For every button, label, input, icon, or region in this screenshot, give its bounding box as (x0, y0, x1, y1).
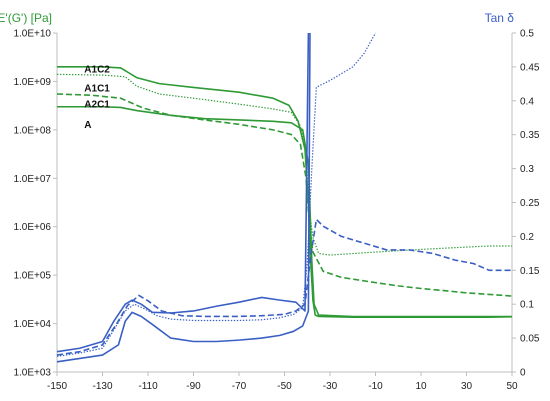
right-tick-label: 0.3 (520, 164, 534, 175)
series-annotations: A1C2 A1C1 A2C1 A (84, 65, 110, 131)
right-axis-ticks: 0.5 0.45 0.4 0.35 0.3 0.25 0.2 0.15 0.1 0.05 0 (512, 29, 540, 379)
left-axis-title: E'(G') [Pa] (0, 11, 52, 25)
right-tick-label: 0.4 (520, 96, 534, 107)
modulus-series-line (57, 105, 512, 318)
series-annotation: A2C1 (84, 100, 110, 111)
left-axis-ticks: 1.0E+10 1.0E+09 1.0E+08 1.0E+07 1.0E+06 1.0E+… (13, 29, 57, 379)
left-tick-label: 1.0E+06 (13, 222, 51, 233)
x-axis-ticks: -150 -130 -110 -90 -70 -50 -30 -10 10 30 50 (47, 372, 518, 392)
right-tick-label: 0.25 (520, 198, 540, 209)
left-tick-label: 1.0E+08 (13, 125, 51, 136)
x-tick-label: -70 (232, 381, 247, 392)
right-tick-label: 0.1 (520, 300, 534, 311)
series-annotation: A (84, 120, 91, 131)
x-tick-label: -30 (323, 381, 338, 392)
right-tick-label: 0.2 (520, 232, 534, 243)
left-tick-label: 1.0E+09 (13, 77, 51, 88)
x-tick-label: -110 (138, 381, 158, 392)
series-layer (56, 32, 513, 363)
left-tick-label: 1.0E+05 (13, 271, 51, 282)
right-tick-label: 0.5 (520, 29, 534, 40)
tan-delta-series-line (56, 218, 512, 356)
x-tick-label: -50 (277, 381, 292, 392)
tan-delta-series-line (56, 32, 377, 358)
x-tick-label: 50 (506, 381, 518, 392)
series-annotation: A1C1 (84, 84, 110, 95)
series-annotation: A1C2 (84, 65, 110, 76)
right-tick-label: 0 (520, 368, 526, 379)
x-tick-label: -150 (47, 381, 67, 392)
left-tick-label: 1.0E+03 (13, 368, 51, 379)
x-tick-label: 10 (415, 381, 427, 392)
x-tick-label: -130 (92, 381, 112, 392)
right-tick-label: 0.35 (520, 130, 540, 141)
left-tick-label: 1.0E+04 (13, 319, 51, 330)
right-tick-label: 0.15 (520, 266, 540, 277)
right-tick-label: 0.05 (520, 334, 540, 345)
left-tick-label: 1.0E+07 (13, 174, 51, 185)
x-tick-label: -90 (186, 381, 201, 392)
x-tick-label: 30 (461, 381, 473, 392)
right-tick-label: 0.45 (520, 62, 540, 73)
right-axis-title: Tan δ (485, 11, 515, 25)
left-tick-label: 1.0E+10 (13, 29, 51, 40)
x-tick-label: -10 (368, 381, 383, 392)
modulus-series-line (56, 93, 513, 297)
tan-delta-series-line (56, 32, 311, 363)
